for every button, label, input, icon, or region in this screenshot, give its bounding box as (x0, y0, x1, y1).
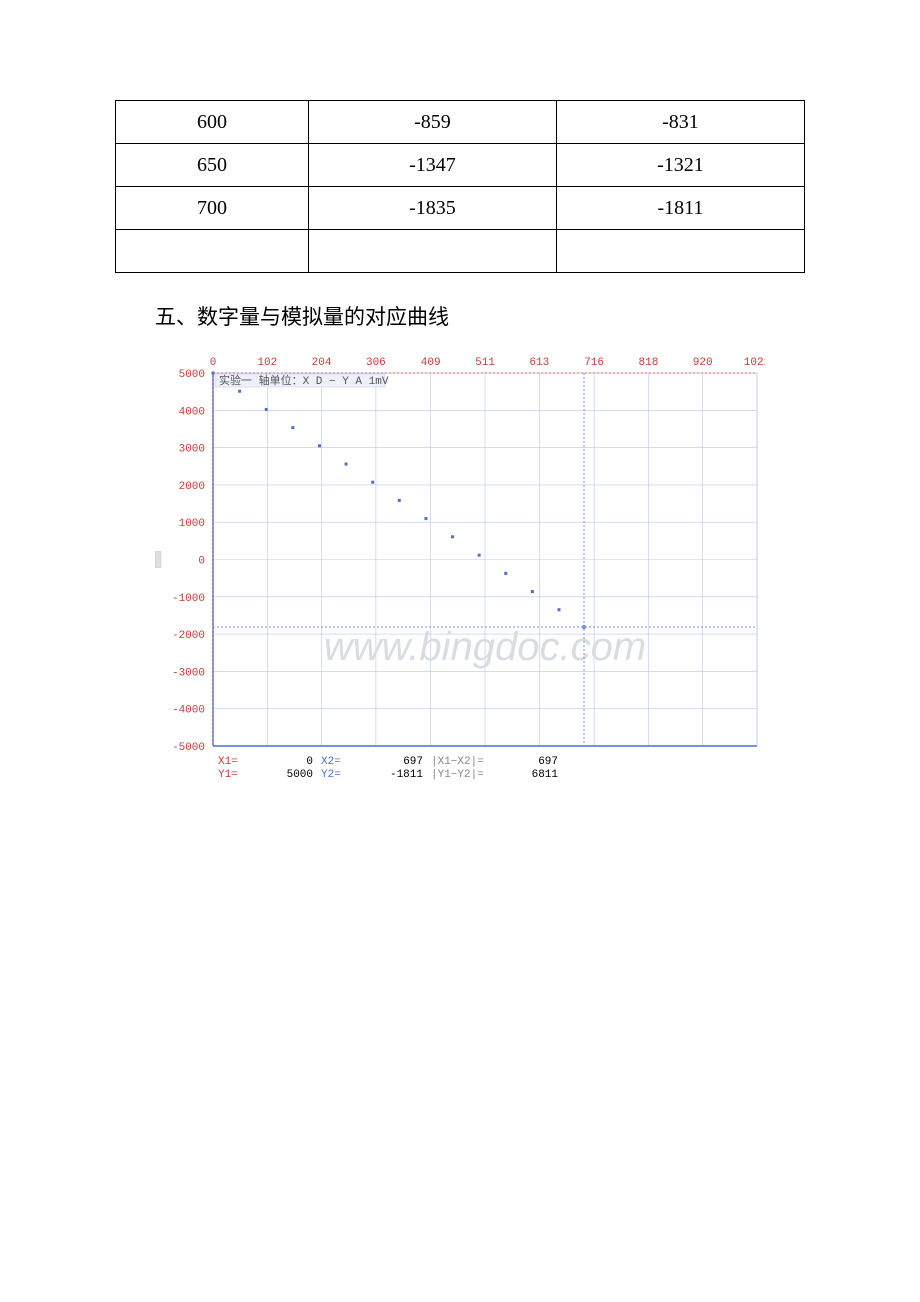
svg-text:实验一 轴单位：X D − Y A 1mV: 实验一 轴单位：X D − Y A 1mV (219, 373, 389, 388)
svg-text:716: 716 (584, 357, 604, 369)
svg-text:|Y1−Y2|=: |Y1−Y2|= (431, 769, 484, 781)
svg-text:|X1−X2|=: |X1−X2|= (431, 756, 484, 768)
svg-text:-1000: -1000 (172, 593, 205, 605)
svg-text:102: 102 (257, 357, 277, 369)
svg-text:3000: 3000 (179, 444, 205, 456)
svg-text:613: 613 (529, 357, 549, 369)
table-cell: 700 (116, 187, 309, 230)
svg-text:-1811: -1811 (390, 769, 423, 781)
svg-text:-4000: -4000 (172, 705, 205, 717)
svg-text:2000: 2000 (179, 481, 205, 493)
svg-text:5000: 5000 (179, 369, 205, 381)
table-cell: 600 (116, 101, 309, 144)
svg-text:X2=: X2= (321, 756, 341, 768)
svg-text:409: 409 (421, 357, 441, 369)
svg-text:0: 0 (306, 756, 313, 768)
scatter-chart: 0 102 204 306 409 511 613 716 818 920 1022 -5000 -40… (155, 349, 765, 794)
svg-text:204: 204 (312, 357, 332, 369)
svg-text:306: 306 (366, 357, 386, 369)
svg-text:511: 511 (475, 357, 495, 369)
svg-text:920: 920 (693, 357, 713, 369)
table-cell: -831 (556, 101, 804, 144)
svg-text:697: 697 (403, 756, 423, 768)
svg-text:-2000: -2000 (172, 630, 205, 642)
svg-text:Y1=: Y1= (218, 769, 238, 781)
svg-text:www.bingdoc.com: www.bingdoc.com (324, 625, 646, 669)
svg-text:-3000: -3000 (172, 667, 205, 679)
table-row: 600 -859 -831 (116, 101, 805, 144)
svg-text:0: 0 (198, 556, 205, 568)
table-cell (556, 230, 804, 273)
svg-text:1000: 1000 (179, 518, 205, 530)
svg-text:4000: 4000 (179, 406, 205, 418)
svg-text:6811: 6811 (532, 769, 559, 781)
table-cell: -1835 (308, 187, 556, 230)
table-cell: -1321 (556, 144, 804, 187)
table-cell: 650 (116, 144, 309, 187)
table-row (116, 230, 805, 273)
table-row: 700 -1835 -1811 (116, 187, 805, 230)
section-heading: 五、数字量与模拟量的对应曲线 (155, 301, 805, 331)
svg-text:0: 0 (210, 357, 217, 369)
svg-text:1022: 1022 (744, 357, 765, 369)
svg-text:X1=: X1= (218, 756, 238, 768)
table-row: 650 -1347 -1321 (116, 144, 805, 187)
svg-text:818: 818 (639, 357, 659, 369)
table-cell (308, 230, 556, 273)
data-table: 600 -859 -831 650 -1347 -1321 700 -1835 … (115, 100, 805, 273)
table-cell: -1347 (308, 144, 556, 187)
table-cell: -859 (308, 101, 556, 144)
table-cell: -1811 (556, 187, 804, 230)
svg-text:5000: 5000 (287, 769, 313, 781)
svg-text:-5000: -5000 (172, 742, 205, 754)
svg-text:Y2=: Y2= (321, 769, 341, 781)
table-cell (116, 230, 309, 273)
svg-text:697: 697 (538, 756, 558, 768)
